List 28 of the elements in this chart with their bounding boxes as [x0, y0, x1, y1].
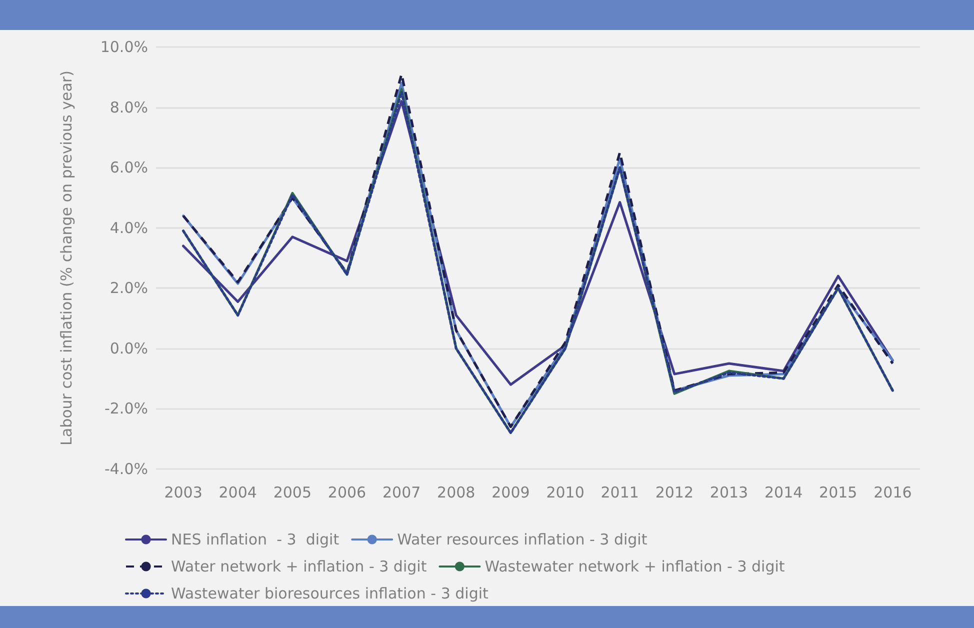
x-tick-label: 2015	[819, 484, 858, 502]
legend-label: Water network + inflation - 3 digit	[171, 558, 427, 576]
x-tick-label: 2004	[218, 484, 257, 502]
x-tick-label: 2016	[874, 484, 912, 502]
x-tick-label: 2014	[764, 484, 803, 502]
x-tick-label: 2011	[600, 484, 639, 502]
legend-label: Water resources inflation - 3 digit	[397, 530, 648, 548]
legend-label: Wastewater network + inflation - 3 digit	[484, 558, 785, 576]
x-tick-label: 2009	[492, 484, 530, 502]
y-tick-label: 0.0%	[110, 339, 148, 358]
x-tick-label: 2007	[382, 484, 421, 502]
x-tick-label: 2003	[164, 484, 202, 502]
legend-label: NES inflation - 3 digit	[171, 530, 340, 548]
x-tick-label: 2010	[546, 484, 584, 502]
y-tick-label: -4.0%	[104, 460, 148, 478]
x-tick-label: 2012	[655, 484, 694, 502]
y-tick-label: 2.0%	[110, 279, 148, 298]
x-tick-label: 2005	[273, 484, 312, 502]
x-tick-label: 2008	[437, 484, 476, 502]
x-tick-label: 2013	[710, 484, 748, 502]
y-tick-label: 6.0%	[110, 158, 148, 177]
y-axis-title: Labour cost inflation (% change on previous year)	[58, 70, 76, 446]
y-tick-label: 10.0%	[100, 38, 148, 56]
y-tick-label: 4.0%	[110, 218, 148, 237]
y-tick-label: 8.0%	[110, 98, 148, 116]
x-tick-label: 2006	[328, 484, 366, 502]
legend-label: Wastewater bioresources inflation - 3 digit	[171, 584, 489, 602]
y-tick-label: -2.0%	[104, 400, 148, 418]
